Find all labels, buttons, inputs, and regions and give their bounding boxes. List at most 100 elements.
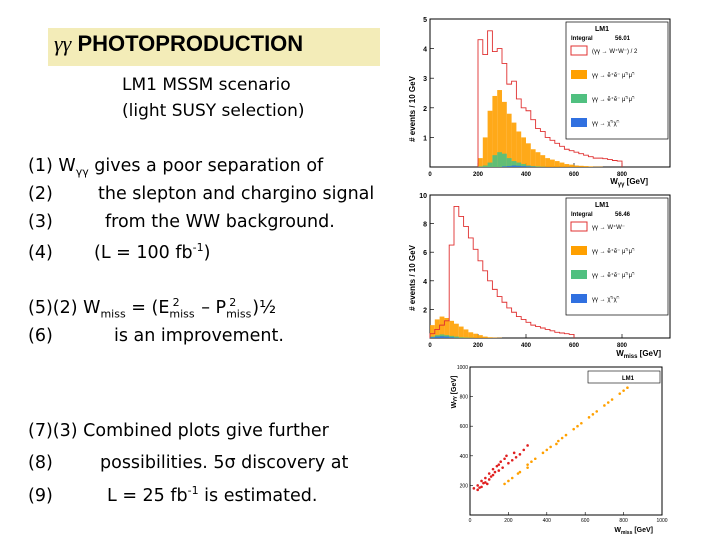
legend: LM1 Integral 56.46 γγ → W⁺W⁻ γγ → ẽ⁺ẽ⁻ μ… [565, 197, 669, 316]
scatter-point-background [507, 479, 510, 483]
superscript: 2 [172, 296, 180, 309]
bar-left-slepton [502, 153, 507, 167]
x-tick-label: 0 [428, 172, 432, 178]
scatter-point-signal [487, 478, 491, 481]
y-axis-label: # events / 10 GeV [408, 75, 417, 141]
body-line-5: (5)(2) Wmiss = (Emiss2 – Pmiss2)½ [28, 296, 276, 320]
line-text: )½ [252, 297, 277, 318]
scatter-point-background [626, 386, 629, 390]
bar-chargino [521, 166, 526, 167]
bar-right-slepton [574, 165, 579, 167]
scatter-point-background [603, 404, 606, 407]
bar-left-slepton [497, 152, 502, 167]
scatter-point-signal [495, 464, 499, 468]
scatter-point-background [518, 470, 522, 474]
bar-ww [477, 30, 623, 167]
legend-swatch-chargino [571, 118, 587, 127]
bar-left-slepton [478, 166, 483, 167]
bar-right-slepton [583, 166, 589, 167]
bar-right-slepton [554, 161, 560, 167]
y-tick-label: 10 [419, 193, 427, 200]
y-tick-label: 1000 [457, 365, 468, 371]
bar-right-slepton [526, 143, 531, 167]
bar-right-slepton [516, 131, 522, 167]
legend-label-ww: γγ → W⁺W⁻ [592, 224, 625, 231]
line-text: is an improvement. [114, 326, 284, 346]
subscript: miss [100, 307, 126, 321]
bar-left-slepton [535, 166, 541, 167]
line-text: the slepton and chargino signal [98, 184, 375, 204]
scatter-point-background [545, 448, 549, 452]
subscript: γγ [75, 165, 89, 179]
x-axis-label: Wγγ [GeV] [610, 177, 648, 188]
title-text: PHOTOPRODUCTION [77, 31, 304, 56]
y-tick-label: 3 [423, 76, 427, 83]
bar-left-slepton [521, 164, 526, 167]
scatter-point-signal [491, 467, 495, 471]
scenario-line-2: (light SUSY selection) [122, 101, 305, 121]
bar-left-slepton [516, 162, 522, 167]
bar-right-slepton [482, 137, 488, 167]
x-tick-label: 800 [617, 343, 628, 349]
body-line-2: (2) the slepton and chargino signal [28, 184, 374, 204]
legend-box [587, 370, 661, 384]
line-text: from the WW background. [105, 212, 335, 232]
legend-integral-value: 56.01 [615, 36, 631, 42]
bar-right-slepton [478, 158, 483, 167]
scatter-point-background [580, 421, 583, 425]
x-tick-label: 0 [469, 518, 472, 524]
y-tick-label: 400 [460, 454, 469, 460]
y-tick-label: 4 [423, 279, 427, 286]
superscript: -1 [192, 241, 204, 254]
line-number: (4) [28, 242, 53, 263]
y-tick-label: 5 [423, 17, 427, 24]
bar-right-slepton [559, 162, 565, 167]
bar-right-slepton [578, 165, 584, 167]
bar-right-slepton [439, 316, 445, 338]
scatter-wgg-vs-wmiss: Wγγ [GeV] 1000 800 600 400 200 0 200 400 600 800 1… [448, 362, 670, 534]
x-tick-label: 400 [543, 518, 552, 524]
bar-chargino [449, 337, 454, 338]
scatter-point-signal [487, 472, 491, 475]
scatter-point-signal [514, 455, 518, 459]
legend-title: LM1 [595, 26, 609, 33]
line-number: (8) [28, 453, 53, 473]
bar-left-slepton [511, 161, 517, 167]
legend-swatch-left-slepton [571, 270, 587, 279]
bar-chargino [502, 166, 507, 167]
bar-right-slepton [454, 323, 459, 338]
line-text: possibilities. 5σ discovery at [100, 453, 349, 473]
legend-integral: Integral [571, 212, 593, 218]
bar-left-slepton [439, 334, 445, 338]
bar-right-slepton [521, 137, 526, 167]
slide-title: γγ PHOTOPRODUCTION [54, 31, 303, 57]
scatter-point-background [526, 463, 529, 466]
line-text: (L = 100 fb [94, 242, 193, 263]
line-number: (1) [28, 156, 53, 176]
bar-left-slepton [454, 336, 459, 338]
legend-swatch-right-slepton [571, 70, 587, 79]
scatter-point-background [549, 445, 552, 449]
bar-chargino [430, 337, 435, 338]
scatter-point-signal [497, 469, 501, 472]
y-tick-label: 4 [423, 47, 427, 54]
bar-right-slepton [487, 110, 493, 167]
body-line-3: (3) from the WW background. [28, 212, 335, 232]
legend-title: LM1 [595, 202, 609, 209]
bar-chargino [439, 336, 445, 338]
x-tick-label: 600 [581, 518, 590, 524]
line-number: (6) [28, 326, 53, 346]
x-tick-label: 200 [473, 343, 484, 349]
bar-right-slepton [449, 320, 454, 338]
x-axis-label: Wmiss [GeV] [614, 527, 653, 534]
scatter-point-signal [526, 444, 529, 447]
scatter-point-background [526, 466, 529, 469]
scatter-point-signal [485, 482, 489, 486]
scatter-point-background [530, 460, 533, 464]
body-line-9: (9) L = 25 fb-1 is estimated. [28, 484, 317, 506]
scatter-point-signal [522, 448, 526, 452]
plot-frame [429, 194, 671, 339]
legend-label-right-slepton: γγ → ẽ⁺ẽ⁻ μ̃⁺μ̃⁻ [592, 72, 635, 79]
y-tick-label: 200 [460, 483, 469, 489]
bar-chargino [434, 336, 440, 338]
